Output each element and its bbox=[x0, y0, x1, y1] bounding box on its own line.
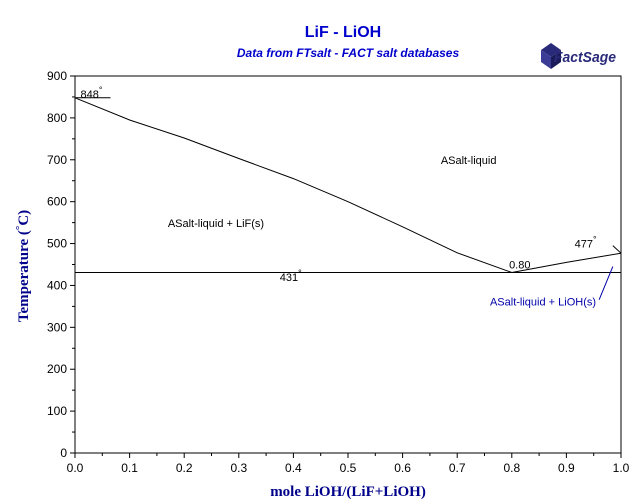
y-tick-label: 700 bbox=[47, 153, 67, 167]
series-group bbox=[74, 97, 622, 273]
annotation-text: 477 bbox=[575, 239, 593, 251]
y-tick-label: 200 bbox=[47, 362, 67, 376]
annotation-text: 431 bbox=[280, 272, 298, 284]
plot-frame bbox=[74, 75, 622, 454]
y-tick-label: 400 bbox=[47, 278, 67, 292]
annotation-label: 431° bbox=[280, 268, 302, 284]
x-tick-label: 0.7 bbox=[449, 461, 466, 475]
x-tick-label: 0.0 bbox=[67, 461, 84, 475]
annotation-leader-line bbox=[612, 245, 622, 254]
annotation-degree-symbol: ° bbox=[99, 85, 103, 95]
factsage-logo: FactSage bbox=[541, 43, 616, 69]
y-axis: 0 100 200 300 400 500 600 700 800 900 bbox=[47, 69, 75, 460]
chart-subtitle: Data from FTsalt - FACT salt databases bbox=[237, 46, 460, 60]
x-axis: 0.0 0.1 0.2 0.3 0.4 0.5 0.6 0.7 0.8 0.9 1.0 bbox=[67, 453, 630, 475]
x-tick-label: 0.8 bbox=[503, 461, 520, 475]
x-tick-label: 1.0 bbox=[613, 461, 630, 475]
annotation-text: ASalt-liquid + LiOH(s) bbox=[490, 297, 596, 309]
annotation-leader-line bbox=[598, 266, 614, 300]
annotation-label: ASalt-liquid + LiF(s) bbox=[168, 218, 264, 230]
annotation-label: ASalt-liquid + LiOH(s) bbox=[490, 297, 596, 309]
annotation-label: 0.80 bbox=[509, 260, 530, 272]
y-tick-label: 600 bbox=[47, 195, 67, 209]
chart-title: LiF - LiOH bbox=[305, 24, 381, 41]
annotation-text: 848 bbox=[80, 89, 98, 101]
annotation-degree-symbol: ° bbox=[593, 235, 597, 245]
y-axis-label-degree: ° bbox=[14, 226, 26, 230]
x-tick-label: 0.3 bbox=[230, 461, 247, 475]
lioh-liquidus-line bbox=[511, 252, 622, 273]
annotation-text: 0.80 bbox=[509, 260, 530, 272]
x-axis-label: mole LiOH/(LiF+LiOH) bbox=[270, 484, 426, 500]
annotation-label: 477° bbox=[575, 235, 597, 251]
factsage-logo-text: FactSage bbox=[554, 49, 616, 66]
x-tick-label: 0.2 bbox=[176, 461, 193, 475]
annotation-text: ASalt-liquid + LiF(s) bbox=[168, 218, 264, 230]
y-axis-label: Temperature (°C) bbox=[14, 210, 32, 322]
annotation-text: ASalt-liquid bbox=[441, 155, 497, 167]
lif-liquidus-line bbox=[74, 97, 512, 273]
y-tick-label: 0 bbox=[60, 446, 67, 460]
x-tick-label: 0.5 bbox=[340, 461, 357, 475]
annotation-degree-symbol: ° bbox=[298, 268, 302, 278]
y-axis-label-main: Temperature ( bbox=[16, 230, 32, 322]
y-tick-label: 900 bbox=[47, 69, 67, 83]
annotation-leaders bbox=[75, 97, 622, 300]
y-tick-label: 800 bbox=[47, 111, 67, 125]
x-tick-label: 0.9 bbox=[558, 461, 575, 475]
x-tick-label: 0.6 bbox=[394, 461, 411, 475]
x-tick-label: 0.4 bbox=[285, 461, 302, 475]
annotation-label: 848° bbox=[80, 85, 102, 101]
y-tick-label: 300 bbox=[47, 320, 67, 334]
annotation-label: ASalt-liquid bbox=[441, 155, 497, 167]
factsage-logo-icon bbox=[541, 43, 561, 69]
y-axis-label-unit: C) bbox=[16, 210, 32, 226]
x-tick-label: 0.1 bbox=[121, 461, 138, 475]
y-tick-label: 100 bbox=[47, 404, 67, 418]
y-tick-label: 500 bbox=[47, 237, 67, 251]
